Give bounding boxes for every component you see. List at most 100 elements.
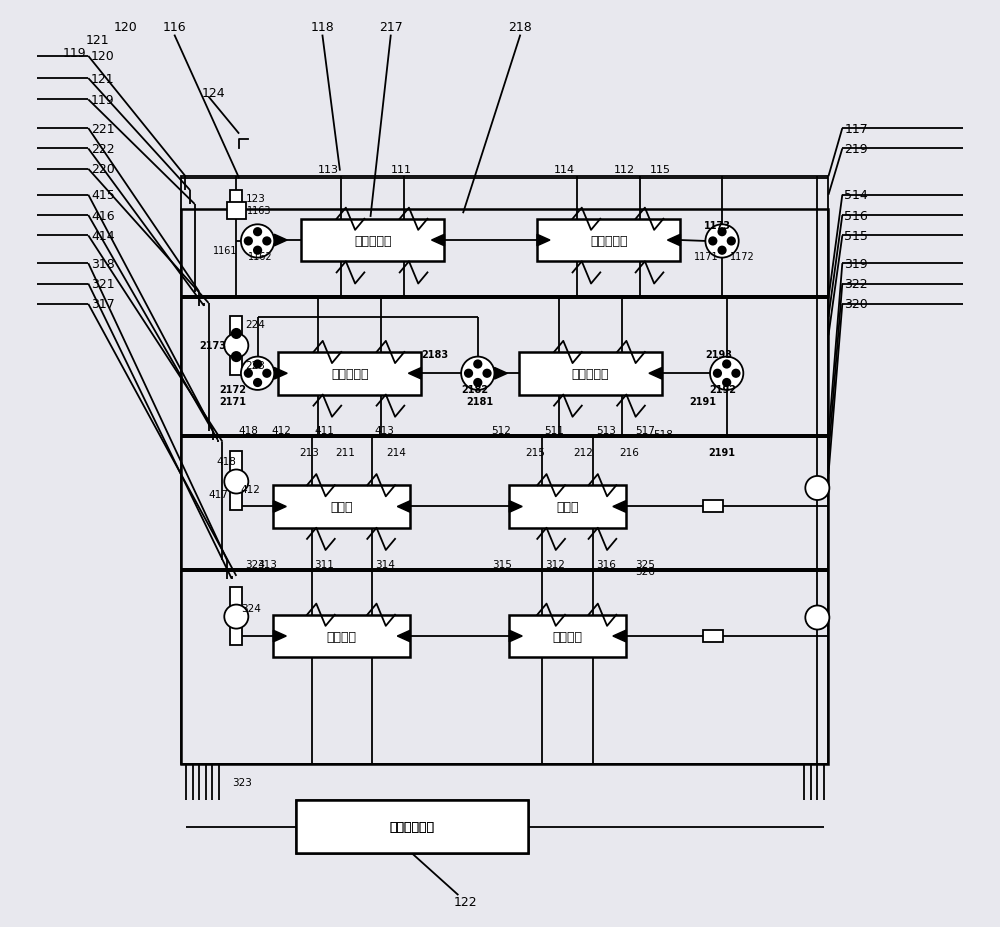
Circle shape xyxy=(241,225,274,259)
Text: 121: 121 xyxy=(91,72,115,85)
Circle shape xyxy=(728,238,735,246)
Text: 2193: 2193 xyxy=(705,349,732,360)
Bar xyxy=(230,490,242,511)
Circle shape xyxy=(232,329,241,338)
Text: 515: 515 xyxy=(844,230,868,243)
Text: 2172: 2172 xyxy=(220,385,247,395)
Text: 413: 413 xyxy=(375,425,395,435)
Bar xyxy=(703,630,723,642)
Text: 1162: 1162 xyxy=(248,251,273,261)
Circle shape xyxy=(254,361,261,368)
Text: 右行走阀: 右行走阀 xyxy=(553,629,583,642)
Bar xyxy=(537,220,680,262)
Text: 512: 512 xyxy=(491,425,511,435)
Text: 212: 212 xyxy=(573,448,593,457)
Text: 415: 415 xyxy=(91,189,115,202)
Text: 223: 223 xyxy=(246,361,265,371)
Text: 2192: 2192 xyxy=(709,385,736,395)
Text: 115: 115 xyxy=(650,165,671,174)
Circle shape xyxy=(461,357,494,390)
Text: 第一动臂阀: 第一动臂阀 xyxy=(354,235,392,248)
Text: 418: 418 xyxy=(216,457,236,466)
Text: 323: 323 xyxy=(232,778,252,787)
Polygon shape xyxy=(408,368,421,380)
Bar xyxy=(230,316,242,337)
Text: 516: 516 xyxy=(844,210,868,222)
Text: 213: 213 xyxy=(299,448,319,457)
Circle shape xyxy=(718,229,726,236)
Circle shape xyxy=(714,370,721,377)
Text: 119: 119 xyxy=(63,46,86,59)
Polygon shape xyxy=(274,235,287,247)
Bar xyxy=(509,486,626,528)
Bar xyxy=(181,299,828,436)
Polygon shape xyxy=(613,502,626,513)
Text: 324: 324 xyxy=(241,603,261,614)
Circle shape xyxy=(732,370,740,377)
Text: 122: 122 xyxy=(454,895,477,908)
Text: 325: 325 xyxy=(635,559,655,569)
Circle shape xyxy=(709,238,717,246)
Circle shape xyxy=(474,361,481,368)
Polygon shape xyxy=(397,502,410,513)
Text: 411: 411 xyxy=(314,425,334,435)
Text: 222: 222 xyxy=(91,143,115,156)
Text: 313: 313 xyxy=(257,559,277,569)
Circle shape xyxy=(465,370,472,377)
Text: 117: 117 xyxy=(844,122,868,135)
Text: 221: 221 xyxy=(91,122,115,135)
Bar xyxy=(278,352,421,395)
Circle shape xyxy=(483,370,491,377)
Polygon shape xyxy=(509,630,522,642)
Text: 314: 314 xyxy=(375,559,395,569)
Circle shape xyxy=(232,352,241,362)
Circle shape xyxy=(224,470,248,494)
Circle shape xyxy=(224,334,248,358)
Circle shape xyxy=(705,225,739,259)
Bar xyxy=(296,800,528,854)
Text: 数字采集系统: 数字采集系统 xyxy=(390,820,435,833)
Circle shape xyxy=(241,357,274,390)
Text: 418: 418 xyxy=(238,425,258,435)
Polygon shape xyxy=(613,630,626,642)
Text: 2183: 2183 xyxy=(421,349,448,360)
Text: 116: 116 xyxy=(163,20,186,33)
Polygon shape xyxy=(649,368,662,380)
Polygon shape xyxy=(537,235,550,247)
Text: 216: 216 xyxy=(619,448,639,457)
Circle shape xyxy=(245,238,252,246)
Text: 第二斗杆阀: 第二斗杆阀 xyxy=(571,367,609,380)
Bar xyxy=(519,352,662,395)
Text: 第一斗杆阀: 第一斗杆阀 xyxy=(331,367,368,380)
Circle shape xyxy=(723,361,730,368)
Text: 317: 317 xyxy=(91,298,115,311)
Text: 511: 511 xyxy=(545,425,565,435)
Polygon shape xyxy=(667,235,680,247)
Bar xyxy=(230,625,242,645)
Circle shape xyxy=(254,248,261,255)
Text: 2191: 2191 xyxy=(690,397,717,407)
Polygon shape xyxy=(397,630,410,642)
Bar xyxy=(181,438,828,570)
Circle shape xyxy=(263,238,271,246)
Text: 218: 218 xyxy=(508,20,532,33)
Circle shape xyxy=(718,248,726,255)
Text: 324: 324 xyxy=(246,559,265,569)
Text: 320: 320 xyxy=(844,298,868,311)
Text: 1163: 1163 xyxy=(247,206,272,216)
Text: 1173: 1173 xyxy=(704,221,731,231)
Text: 2171: 2171 xyxy=(220,397,247,407)
Text: 114: 114 xyxy=(554,165,575,174)
Circle shape xyxy=(224,605,248,629)
Polygon shape xyxy=(274,368,287,380)
Text: 311: 311 xyxy=(314,559,334,569)
Text: 2182: 2182 xyxy=(461,385,488,395)
Text: 224: 224 xyxy=(246,320,265,330)
Text: 312: 312 xyxy=(545,559,565,569)
Text: 518: 518 xyxy=(654,430,673,439)
Bar xyxy=(509,616,626,657)
Text: 219: 219 xyxy=(844,143,868,156)
Text: 124: 124 xyxy=(202,87,226,100)
Text: 1161: 1161 xyxy=(213,246,238,256)
Bar xyxy=(703,501,723,513)
